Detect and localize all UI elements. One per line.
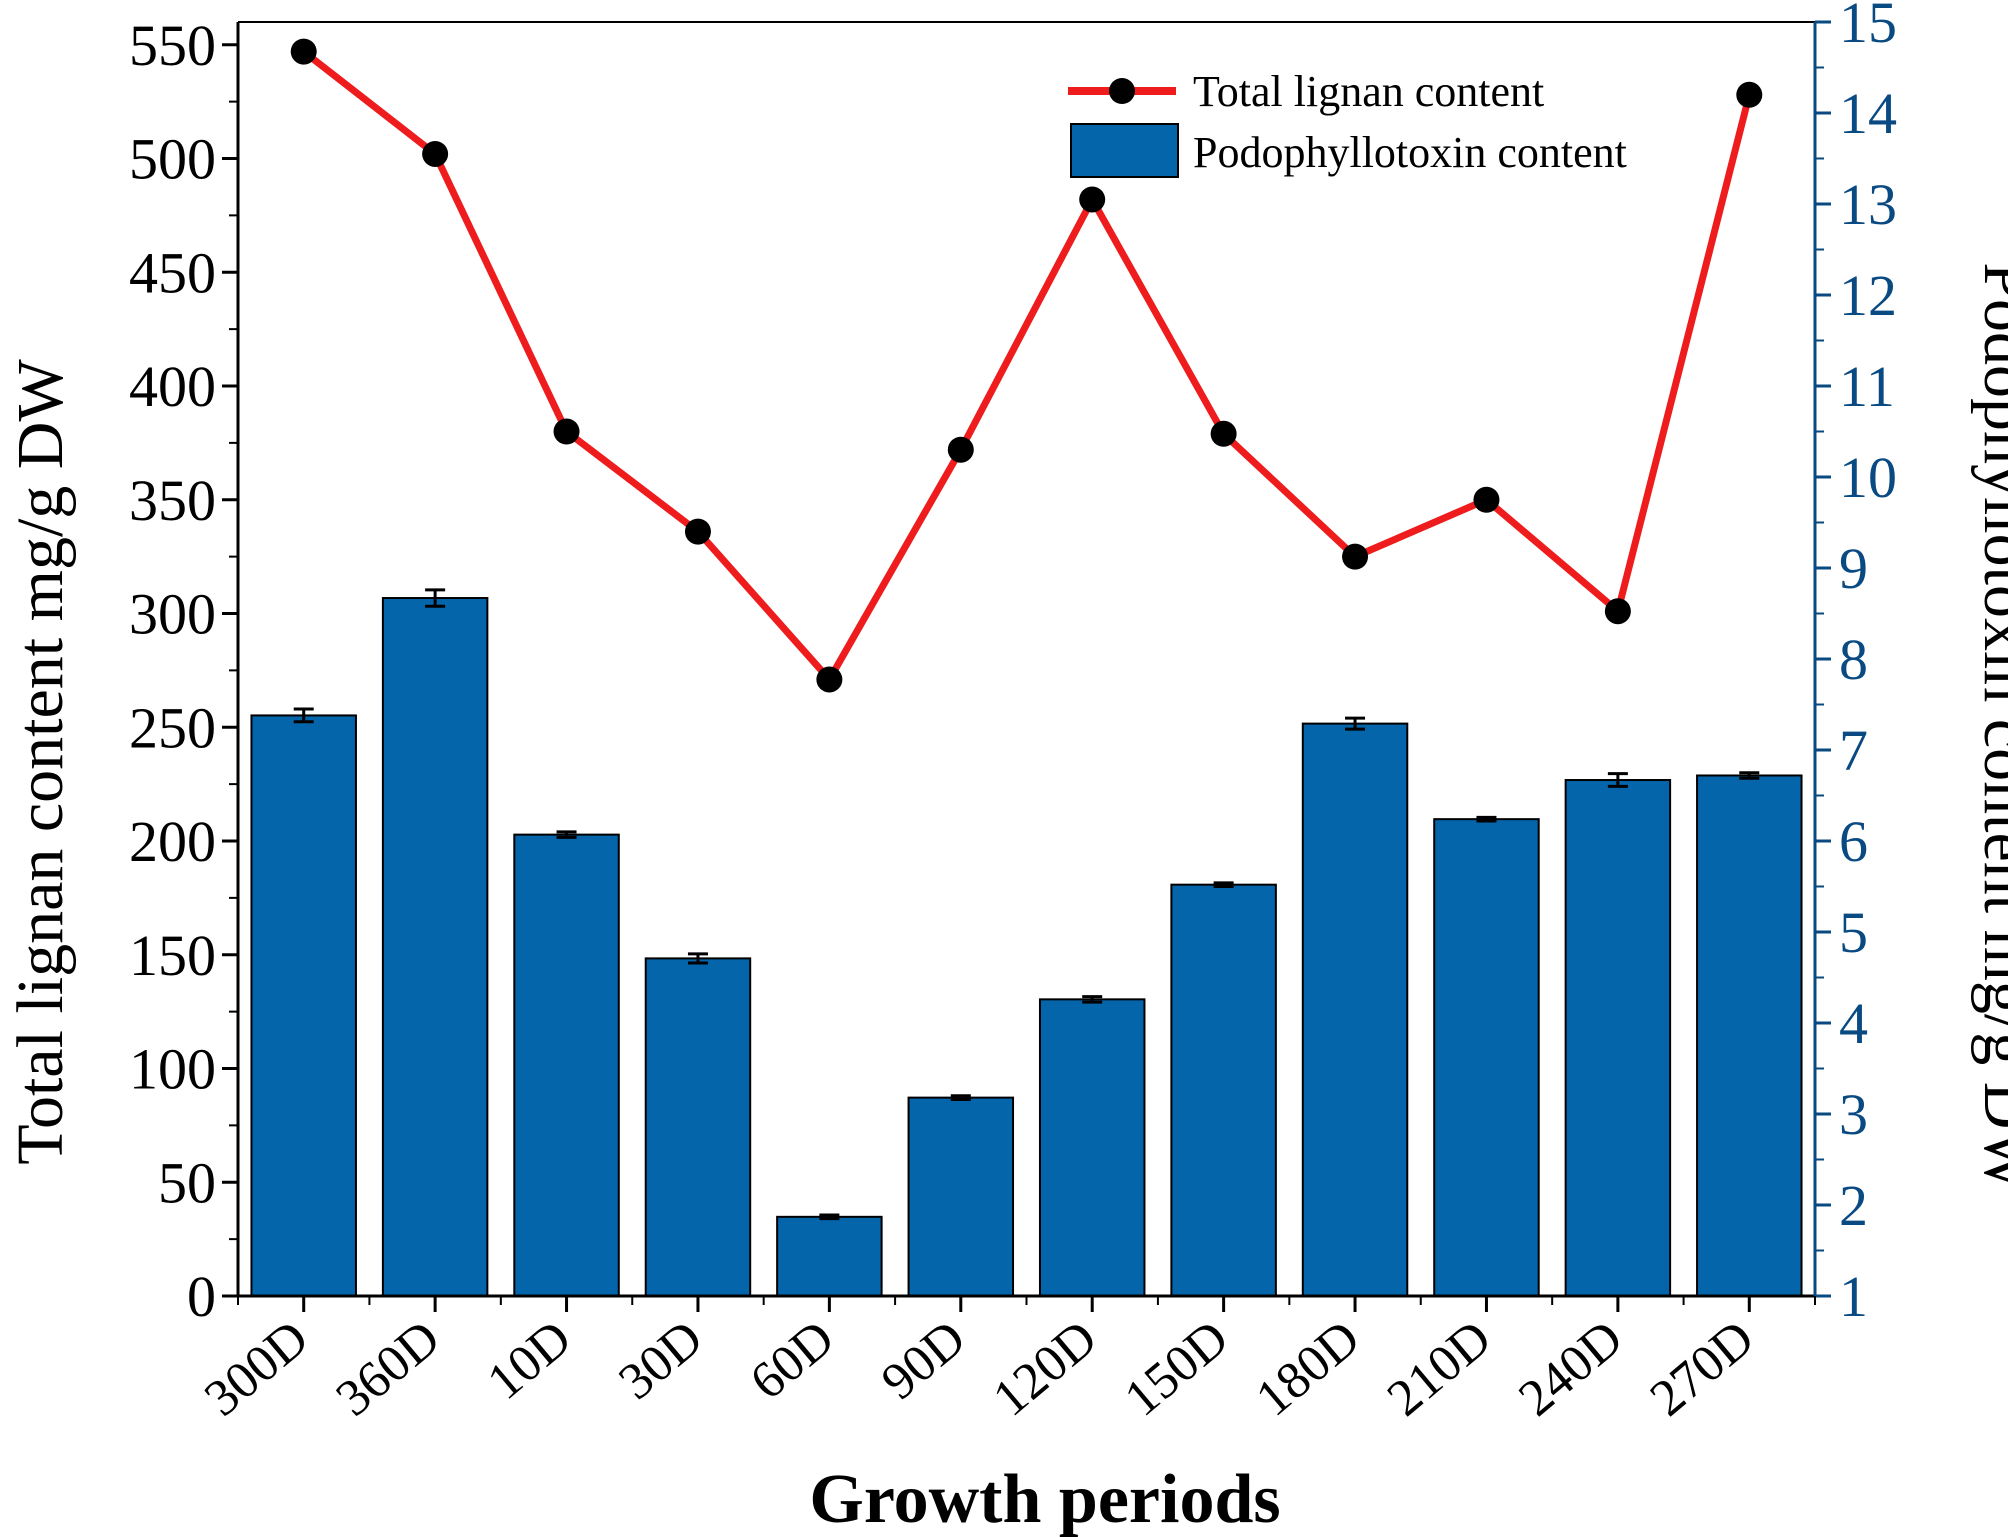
lignan-point-30D [684, 518, 711, 545]
y-right-tick-label-1: 1 [1839, 1264, 1868, 1329]
legend: Total lignan content Podophyllotoxin con… [1068, 67, 1627, 178]
x-tick-label-30D: 30D [608, 1310, 713, 1411]
bar-60D [776, 1215, 883, 1297]
x-tick-label-150D: 150D [1114, 1310, 1239, 1428]
bar-210D [1433, 818, 1540, 1297]
legend-label-bar: Podophyllotoxin content [1193, 128, 1627, 177]
lignan-point-90D [947, 436, 974, 463]
y-axis-left-title: Total lignan content mg/g DW [4, 359, 77, 1165]
y-right-tick-label-8: 8 [1839, 627, 1868, 692]
lignan-point-10D [553, 418, 580, 445]
x-tick-label-210D: 210D [1377, 1310, 1502, 1428]
lignan-point-60D [816, 666, 843, 693]
bar-90D [907, 1096, 1015, 1297]
lignan-point-240D [1604, 598, 1631, 625]
x-tick-label-240D: 240D [1508, 1310, 1633, 1428]
y-right-tick-label-15: 15 [1839, 0, 1897, 55]
y-right-tick-label-7: 7 [1839, 718, 1868, 783]
y-left-tick-label-200: 200 [129, 809, 216, 874]
x-tick-label-270D: 270D [1640, 1310, 1765, 1428]
bar-150D [1170, 883, 1277, 1297]
y-left-tick-label-400: 400 [129, 354, 216, 419]
y-right-tick-label-12: 12 [1839, 263, 1897, 328]
y-right-tick-label-3: 3 [1839, 1082, 1868, 1147]
x-tick-label-60D: 60D [740, 1310, 845, 1411]
y-left-tick-label-450: 450 [129, 240, 216, 305]
y-left-tick-label-550: 550 [129, 13, 216, 78]
y-right-tick-label-6: 6 [1839, 809, 1868, 874]
bar-120D [1038, 998, 1146, 1298]
lignan-point-210D [1473, 486, 1500, 513]
y-right-tick-label-13: 13 [1839, 172, 1897, 237]
x-tick-label-180D: 180D [1246, 1310, 1371, 1428]
y-left-tick-label-0: 0 [187, 1264, 216, 1329]
x-tick-label-360D: 360D [326, 1310, 451, 1428]
lignan-point-180D [1342, 543, 1369, 570]
y-left-tick-label-50: 50 [158, 1150, 216, 1215]
y-right-tick-label-14: 14 [1839, 81, 1897, 146]
lignan-point-120D [1079, 186, 1106, 213]
bar-300D [250, 714, 357, 1297]
y-left-tick-label-500: 500 [129, 127, 216, 192]
y-axis-right-title: Podophyllotoxin content mg/g DW [1970, 262, 2008, 1192]
x-tick-label-10D: 10D [477, 1310, 582, 1411]
bar-180D [1301, 722, 1409, 1297]
legend-marker-swatch [1109, 78, 1135, 104]
y-right-tick-label-4: 4 [1839, 991, 1868, 1056]
legend-label-line: Total lignan content [1193, 67, 1544, 116]
lignan-line [301, 48, 1753, 683]
error-bars-layer [293, 588, 1760, 1221]
bar-10D [513, 833, 620, 1297]
lignan-point-300D [290, 38, 317, 65]
bar-270D [1696, 774, 1803, 1297]
x-axis-title: Growth periods [809, 1461, 1280, 1537]
y-left-tick-label-350: 350 [129, 468, 216, 533]
x-tick-label-120D: 120D [983, 1310, 1108, 1428]
y-right-tick-label-2: 2 [1839, 1173, 1868, 1238]
bars-layer [250, 597, 1803, 1298]
lignan-point-150D [1210, 420, 1237, 447]
y-left-tick-label-150: 150 [129, 923, 216, 988]
y-left-tick-label-100: 100 [129, 1037, 216, 1102]
y-left-tick-label-250: 250 [129, 695, 216, 760]
legend-bar-swatch [1070, 123, 1179, 178]
bar-360D [381, 597, 489, 1297]
y-right-tick-label-9: 9 [1839, 536, 1868, 601]
x-tick-label-90D: 90D [871, 1310, 976, 1411]
bar-240D [1564, 779, 1672, 1297]
lignan-point-360D [422, 140, 449, 167]
y-right-tick-label-5: 5 [1839, 900, 1868, 965]
y-left-tick-label-300: 300 [129, 582, 216, 647]
y-right-tick-label-11: 11 [1839, 354, 1895, 419]
y-right-tick-label-10: 10 [1839, 445, 1897, 510]
lignan-point-270D [1736, 81, 1763, 108]
line-layer [290, 38, 1763, 693]
bar-30D [644, 957, 752, 1297]
